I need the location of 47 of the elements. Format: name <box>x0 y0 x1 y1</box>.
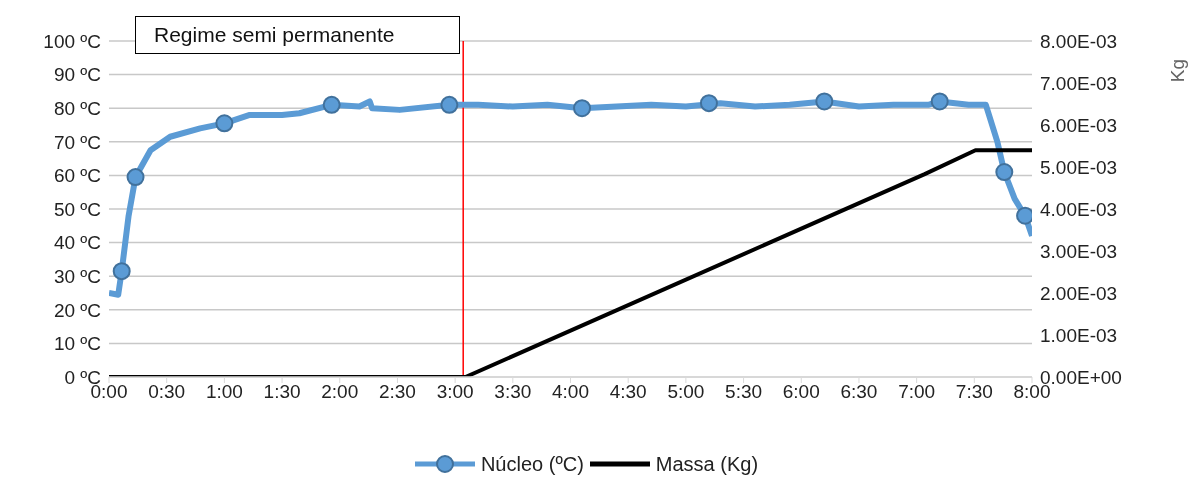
y-tick-label: 30 ºC <box>53 265 101 287</box>
x-tick-label: 4:30 <box>609 381 647 403</box>
x-tick-label: 1:00 <box>205 381 243 403</box>
x-tick-label: 0:30 <box>148 381 186 403</box>
y-tick-label: 10 ºC <box>53 333 101 355</box>
x-tick-label: 5:00 <box>667 381 705 403</box>
x-tick-label: 5:30 <box>725 381 763 403</box>
x-tick-label: 7:30 <box>955 381 993 403</box>
x-tick-label: 1:30 <box>263 381 301 403</box>
legend-label: Massa (Kg) <box>655 452 759 476</box>
x-tick-label: 7:00 <box>898 381 936 403</box>
point <box>322 95 341 114</box>
y-tick-label: 60 ºC <box>53 165 101 187</box>
y-tick-label: 20 ºC <box>53 299 101 321</box>
y-tick-label: 80 ºC <box>53 97 101 119</box>
y2-tick-label: 6.00E-03 <box>1040 114 1118 136</box>
y-tick-label: 70 ºC <box>53 131 101 153</box>
point <box>126 168 145 187</box>
y-tick-label: 50 ºC <box>53 198 101 220</box>
y2-tick-label: 3.00E-03 <box>1040 240 1118 262</box>
y-tick-label: 40 ºC <box>53 232 101 254</box>
y-tick-label: 100 ºC <box>43 30 101 52</box>
x-tick-label: 2:00 <box>321 381 359 403</box>
point <box>112 262 131 281</box>
y2-tick-label: 5.00E-03 <box>1040 156 1118 178</box>
y-tick-label: 90 ºC <box>53 64 101 86</box>
point <box>815 92 834 111</box>
point <box>215 114 234 133</box>
point <box>573 99 592 118</box>
text-box: Regime semi permanente <box>135 16 460 54</box>
y2-tick-label: 4.00E-03 <box>1040 198 1118 220</box>
point <box>440 95 459 114</box>
x-tick-label: 6:30 <box>840 381 878 403</box>
x-tick-label: 2:30 <box>378 381 416 403</box>
x-tick-label: 3:00 <box>436 381 474 403</box>
y2-axis-title: Kg <box>1166 59 1188 83</box>
point <box>930 92 949 111</box>
y2-tick-label: 8.00E-03 <box>1040 30 1118 52</box>
y2-tick-label: 2.00E-03 <box>1040 282 1118 304</box>
point <box>699 94 718 113</box>
x-tick-label: 4:00 <box>552 381 589 403</box>
y2-tick-label: 7.00E-03 <box>1040 72 1118 94</box>
x-tick-label: 3:30 <box>494 381 532 403</box>
x-tick-label: 6:00 <box>782 381 820 403</box>
y2-tick-label: 1.00E-03 <box>1040 324 1118 346</box>
point <box>995 163 1014 182</box>
legend-label: Núcleo (ºC) <box>480 452 584 476</box>
